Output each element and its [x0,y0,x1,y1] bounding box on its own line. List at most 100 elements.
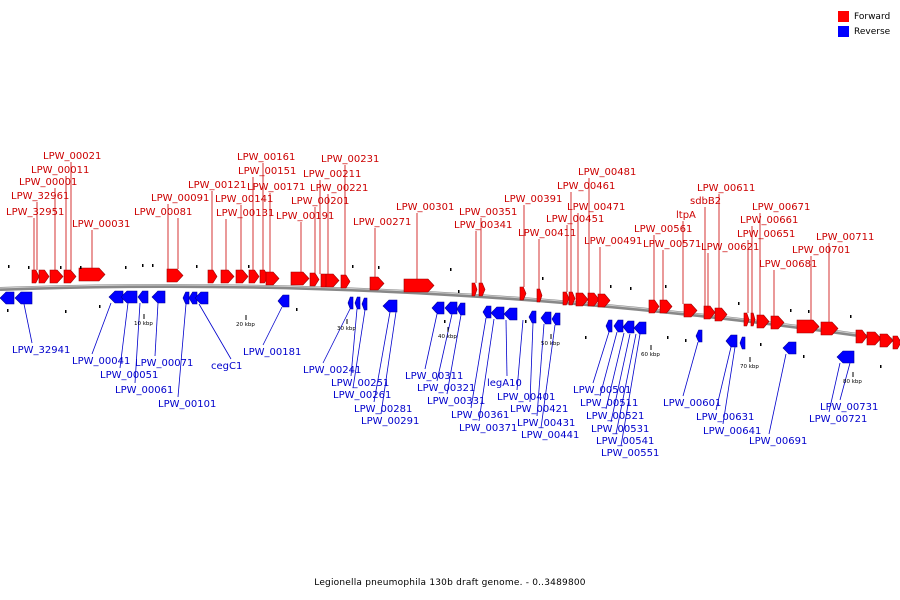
forward-gene-arrow [519,286,527,301]
minor-tick [352,265,354,268]
forward-gene-arrow [290,271,310,286]
reverse-gene-label: cegC1 [211,361,242,372]
forward-gene-arrow [369,276,385,291]
minor-tick [7,309,9,312]
reverse-gene-arrow [194,291,209,305]
minor-tick [450,268,452,271]
forward-gene-arrow [750,312,756,327]
forward-gene-arrow [756,314,770,329]
reverse-gene-leader [610,333,631,423]
forward-gene-arrow [743,312,750,327]
forward-gene-arrow [49,269,64,284]
reverse-gene-label: LPW_00721 [809,414,867,425]
forward-gene-label: LPW_00611 [697,183,755,194]
forward-gene-arrow [703,305,716,320]
reverse-gene-leader [682,341,699,397]
reverse-gene-leader [605,332,625,410]
forward-gene-arrow [78,267,106,282]
reverse-gene-label: LPW_00311 [405,371,463,382]
forward-gene-label: LPW_00031 [72,219,130,230]
reverse-gene-arrow [431,301,445,315]
reverse-gene-leader [198,303,232,360]
forward-gene-label: LPW_00091 [151,193,209,204]
forward-gene-arrow [340,274,351,289]
reverse-gene-label: LPW_00051 [100,370,158,381]
forward-swatch [838,11,849,22]
reverse-gene-arrow [503,307,518,321]
reverse-gene-leader [380,311,397,415]
reverse-gene-arrow [725,334,738,348]
reverse-gene-label: LPW_00101 [158,399,216,410]
forward-gene-arrow [166,268,184,283]
reverse-gene-arrow [151,290,166,304]
forward-gene-label: LPW_00621 [701,242,759,253]
reverse-gene-label: LPW_00521 [586,411,644,422]
forward-gene-label: LPW_00151 [238,166,296,177]
reverse-gene-leader [436,313,453,382]
legend-forward: Forward [838,9,890,24]
minor-tick [760,343,762,346]
reverse-gene-leader [839,362,851,401]
reverse-gene-leader [592,331,610,384]
reverse-gene-label: LPW_00421 [510,404,568,415]
forward-gene-label: LPW_00561 [634,224,692,235]
minor-tick [585,336,587,339]
reverse-gene-label: legA10 [487,378,522,389]
reverse-gene-leader [715,346,732,411]
minor-tick [80,266,82,269]
forward-gene-arrow [770,315,785,330]
forward-gene-arrow [714,307,728,322]
reverse-gene-leader [177,303,187,398]
reverse-swatch [838,26,849,37]
forward-gene-arrow [325,273,340,288]
forward-gene-label: LPW_32951 [6,207,64,218]
reverse-gene-arrow [782,341,797,355]
reverse-gene-label: LPW_00061 [115,385,173,396]
minor-tick [630,287,632,290]
reverse-gene-label: LPW_00501 [573,385,631,396]
forward-gene-arrow [879,333,894,348]
forward-gene-arrow [403,278,435,293]
forward-gene-label: LPW_00081 [134,207,192,218]
forward-gene-label: LPW_00471 [567,202,625,213]
reverse-gene-label: LPW_00281 [354,404,412,415]
forward-gene-arrow [648,299,660,314]
legend-reverse-label: Reverse [854,26,891,37]
reverse-gene-arrow [456,302,466,316]
reverse-gene-arrow [277,294,290,308]
minor-tick [196,265,198,268]
reverse-gene-label: LPW_00261 [333,390,391,401]
reverse-gene-arrow [695,329,703,343]
minor-tick [850,315,852,318]
forward-gene-label: LPW_00491 [584,236,642,247]
reverse-gene-leader [322,308,351,364]
reverse-gene-label: LPW_00551 [601,448,659,459]
scale-layer: 10 kbp 20 kbp 30 kbp 40 kbp 50 kbp 60 kbp 70 k… [7,264,882,385]
reverse-gene-leader [446,314,462,395]
legend-forward-label: Forward [854,11,891,22]
forward-gene-label: LPW_00161 [237,152,295,163]
forward-gene-label: LPW_00191 [276,211,334,222]
forward-gene-label: LPW_00411 [518,228,576,239]
forward-gene-label: LPW_00301 [396,202,454,213]
scale-label: 10 kbp [134,321,153,327]
forward-gene-label: LPW_00711 [816,232,874,243]
scale-label: 50 kbp [541,341,560,347]
scale-label: 30 kbp [337,326,356,332]
forward-gene-arrow [471,282,478,297]
reverse-gene-leader [350,308,358,377]
forward-gene-label: LPW_00651 [737,229,795,240]
minor-tick [8,265,10,268]
minor-tick [296,308,298,311]
reverse-gene-arrow [444,301,458,315]
forward-gene-arrow [478,282,486,297]
reverse-gene-leader [91,302,112,355]
reverse-gene-leader [373,311,391,403]
forward-gene-arrow [562,291,570,306]
forward-gene-arrow [31,269,40,284]
minor-tick [99,305,101,308]
forward-gene-label: ltpA [676,210,696,221]
forward-gene-arrow [207,269,218,284]
forward-gene-label: LPW_00391 [504,194,562,205]
